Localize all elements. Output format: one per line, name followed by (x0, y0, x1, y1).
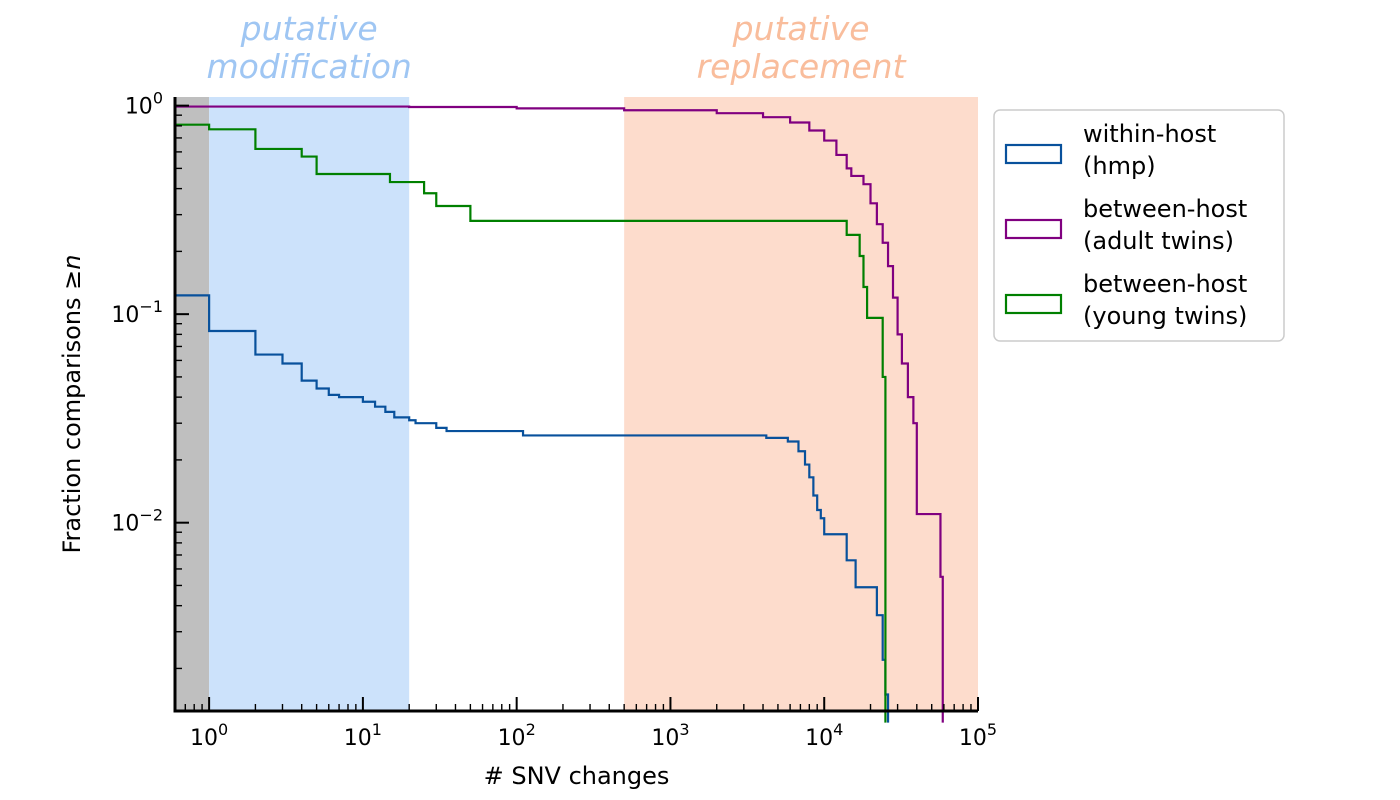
y-tick-label-0: 100 (125, 89, 163, 120)
legend-label-young-twins-0: between-host (1083, 270, 1247, 298)
region-label-putative-modification-0: putative (240, 9, 378, 48)
y-tick-label-1: 10−1 (111, 297, 163, 328)
x-tick-label-0: 100 (190, 720, 228, 751)
region-putative-modification (209, 97, 410, 711)
region-grey (175, 97, 210, 711)
legend-label-young-twins-1: (young twins) (1083, 302, 1247, 330)
region-putative-replacement (624, 97, 978, 711)
y-axis-label-var: n (58, 254, 86, 269)
axes (173, 97, 978, 713)
x-axis-label: # SNV changes (484, 762, 670, 790)
series-line-hmp (175, 294, 890, 723)
legend-swatch-hmp (1004, 143, 1063, 165)
x-tick-label-4: 104 (805, 720, 843, 751)
x-tick-label-5: 105 (959, 720, 997, 751)
region-label-putative-replacement-1: replacement (697, 47, 907, 86)
region-label-putative-replacement-0: putative (732, 9, 870, 48)
legend-label-adult-twins-0: between-host (1083, 195, 1247, 223)
x-tick-label-1: 101 (344, 720, 382, 751)
x-tick-label-3: 103 (651, 720, 689, 751)
series-lines (175, 105, 944, 723)
legend: within-host (hmp) between-host (adult twins… (993, 109, 1285, 342)
y-tick-label-2: 10−2 (111, 506, 163, 537)
axis-ticks: 100 101 102 103 104 105 100 10−1 10−2 (111, 89, 997, 751)
legend-swatch-adult-twins (1004, 218, 1063, 240)
y-axis-label: Fraction comparisons ≥n (58, 254, 86, 553)
x-tick-label-2: 102 (498, 720, 536, 751)
labels: # SNV changes Fraction comparisons ≥n (58, 254, 669, 790)
legend-label-hmp-0: within-host (1083, 120, 1216, 148)
legend-frame (993, 109, 1285, 342)
legend-label-adult-twins-1: (adult twins) (1083, 227, 1234, 255)
series-line-adult-twins (175, 105, 944, 723)
series-line-young-twins (175, 123, 887, 723)
shaded-regions (175, 97, 978, 711)
region-label-putative-modification-1: modification (206, 47, 411, 86)
legend-label-hmp-1: (hmp) (1083, 152, 1156, 180)
legend-swatch-young-twins (1004, 293, 1063, 315)
y-axis-label-prefix: Fraction comparisons ≥ (58, 270, 86, 554)
